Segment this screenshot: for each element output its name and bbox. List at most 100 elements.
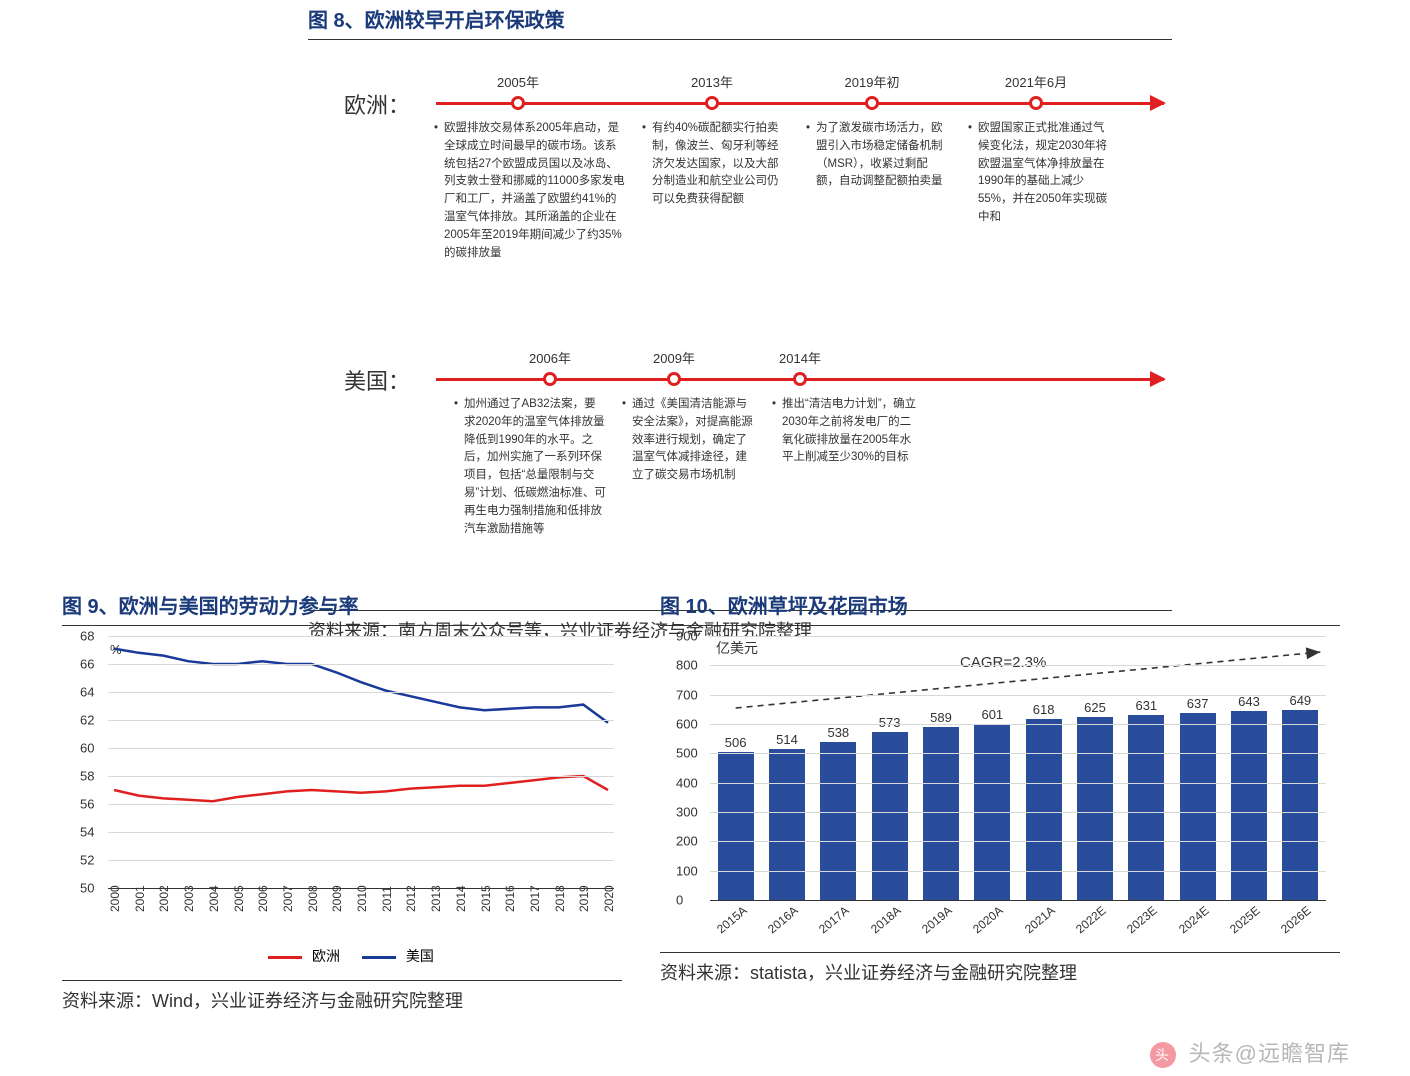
bar-value-label: 589 — [930, 710, 952, 725]
x-tick-label: 2025E — [1227, 903, 1263, 936]
timeline-year: 2006年 — [529, 348, 571, 367]
fig10-xlabels: 2015A2016A2017A2018A2019A2020A2021A2022E… — [710, 902, 1326, 946]
timeline-node-icon — [543, 372, 557, 386]
watermark-badge: 头 — [1150, 1042, 1176, 1068]
timeline-desc: •推出“清洁电力计划”，确立2030年之前将发电厂的二氧化碳排放量在2005年水… — [772, 396, 922, 467]
timeline-year: 2021年6月 — [1005, 72, 1067, 91]
y-tick-label: 60 — [80, 741, 622, 756]
x-tick-label: 2017A — [816, 903, 852, 936]
bar-value-label: 538 — [827, 725, 849, 740]
bar — [1128, 715, 1164, 900]
timeline-usa: 美国： 2006年 •加州通过了AB32法案，要求2020年的温室气体排放量降低到1… — [316, 338, 1164, 568]
timeline-desc: •加州通过了AB32法案，要求2020年的温室气体排放量降低到1990年的水平。… — [454, 396, 606, 539]
fig10-bars: 506514538573589601618625631637643649 — [710, 636, 1326, 900]
timeline-arrow-icon — [1150, 95, 1166, 111]
timeline-year: 2019年初 — [845, 72, 900, 91]
timeline-node-icon — [667, 372, 681, 386]
gridline — [710, 636, 1326, 637]
timeline-arrow-icon — [1150, 371, 1166, 387]
figure-9: 图 9、欧洲与美国的劳动力参与率 % 200020012002200320042… — [62, 590, 622, 1013]
bar-value-label: 643 — [1238, 694, 1260, 709]
y-tick-label: 900 — [676, 629, 698, 644]
timeline-year: 2013年 — [691, 72, 733, 91]
timeline-desc: •欧盟国家正式批准通过气候变化法，规定2030年将欧盟温室气体净排放量在1990… — [968, 120, 1110, 227]
timeline-desc: •为了激发碳市场活力，欧盟引入市场稳定储备机制（MSR），收紧过剩配额，自动调整… — [806, 120, 948, 191]
gridline — [710, 695, 1326, 696]
figure-8: 图 8、欧洲较早开启环保政策 欧洲： 2005年 •欧盟排放交易体系2005年启动，… — [308, 4, 1172, 643]
bar-value-label: 573 — [879, 715, 901, 730]
timeline-node-icon — [511, 96, 525, 110]
timeline-node-icon — [865, 96, 879, 110]
gridline — [710, 871, 1326, 872]
fig8-title: 图 8、欧洲较早开启环保政策 — [308, 4, 1172, 40]
timeline-desc: •有约40%碳配额实行拍卖制，像波兰、匈牙利等经济欠发达国家，以及大部分制造业和… — [642, 120, 784, 209]
region-label: 美国： — [344, 364, 410, 396]
legend-swatch-europe — [268, 956, 302, 959]
timeline-node-icon — [705, 96, 719, 110]
timeline-europe: 欧洲： 2005年 •欧盟排放交易体系2005年启动，是全球成立时间最早的碳市场。该… — [316, 62, 1164, 310]
bar — [1077, 717, 1113, 900]
y-tick-label: 54 — [80, 825, 622, 840]
y-tick-label: 600 — [676, 717, 698, 732]
gridline — [710, 753, 1326, 754]
fig9-plot: % 20002001200220032004200520062007200820… — [62, 636, 622, 946]
y-tick-label: 56 — [80, 797, 622, 812]
gridline — [710, 665, 1326, 666]
watermark-text: 头条@远瞻智库 — [1189, 1041, 1350, 1066]
fig9-lines-svg — [108, 636, 614, 888]
y-tick-label: 800 — [676, 658, 698, 673]
gridline — [710, 812, 1326, 813]
x-tick-label: 2023E — [1124, 903, 1160, 936]
x-tick-label: 2024E — [1176, 903, 1212, 936]
bar — [1026, 719, 1062, 900]
bar-value-label: 625 — [1084, 700, 1106, 715]
timeline-year: 2009年 — [653, 348, 695, 367]
x-tick-label: 2021A — [1022, 903, 1058, 936]
bar-value-label: 618 — [1033, 702, 1055, 717]
y-tick-label: 66 — [80, 657, 622, 672]
fig10-plot: 亿美元 CAGR=2.3% 50651453857358960161862563… — [660, 636, 1340, 948]
y-tick-label: 500 — [676, 746, 698, 761]
y-tick-label: 700 — [676, 687, 698, 702]
y-tick-label: 50 — [80, 881, 622, 896]
timeline-desc: •欧盟排放交易体系2005年启动，是全球成立时间最早的碳市场。该系统包括27个欧… — [434, 120, 626, 263]
bar — [1180, 713, 1216, 900]
figure-10: 图 10、欧洲草坪及花园市场 亿美元 CAGR=2.3% 50651453857… — [660, 590, 1340, 985]
x-tick-label: 2020A — [970, 903, 1006, 936]
bar — [820, 742, 856, 900]
y-tick-label: 300 — [676, 805, 698, 820]
watermark: 头 头条@远瞻智库 — [1150, 1036, 1350, 1068]
legend-label-europe: 欧洲 — [312, 948, 340, 964]
fig9-title: 图 9、欧洲与美国的劳动力参与率 — [62, 590, 622, 626]
fig9-legend: 欧洲 美国 — [62, 946, 622, 966]
bar-value-label: 601 — [981, 707, 1003, 722]
fig10-source: 资料来源：statista，兴业证券经济与金融研究院整理 — [660, 952, 1340, 985]
y-tick-label: 52 — [80, 853, 622, 868]
fig9-xlabels: 2000200120022003200420052006200720082009… — [108, 892, 614, 936]
gridline — [710, 783, 1326, 784]
y-tick-label: 64 — [80, 685, 622, 700]
y-tick-label: 58 — [80, 769, 622, 784]
x-tick-label: 2019A — [919, 903, 955, 936]
bar-value-label: 506 — [725, 735, 747, 750]
x-tick-label: 2018A — [868, 903, 904, 936]
bar-value-label: 514 — [776, 732, 798, 747]
fig8-chart: 欧洲： 2005年 •欧盟排放交易体系2005年启动，是全球成立时间最早的碳市场。该… — [308, 50, 1172, 610]
bar — [872, 732, 908, 900]
legend-swatch-usa — [362, 956, 396, 959]
region-label: 欧洲： — [344, 88, 410, 120]
x-tick-label: 2015A — [714, 903, 750, 936]
fig9-source: 资料来源：Wind，兴业证券经济与金融研究院整理 — [62, 980, 622, 1013]
x-tick-label: 2016A — [765, 903, 801, 936]
bar — [769, 749, 805, 900]
timeline-year: 2014年 — [779, 348, 821, 367]
y-tick-label: 0 — [676, 893, 683, 908]
timeline-year: 2005年 — [497, 72, 539, 91]
bar — [718, 752, 754, 900]
y-tick-label: 200 — [676, 834, 698, 849]
y-tick-label: 400 — [676, 775, 698, 790]
gridline — [710, 841, 1326, 842]
y-tick-label: 62 — [80, 713, 622, 728]
timeline-node-icon — [1029, 96, 1043, 110]
bar-value-label: 637 — [1187, 696, 1209, 711]
